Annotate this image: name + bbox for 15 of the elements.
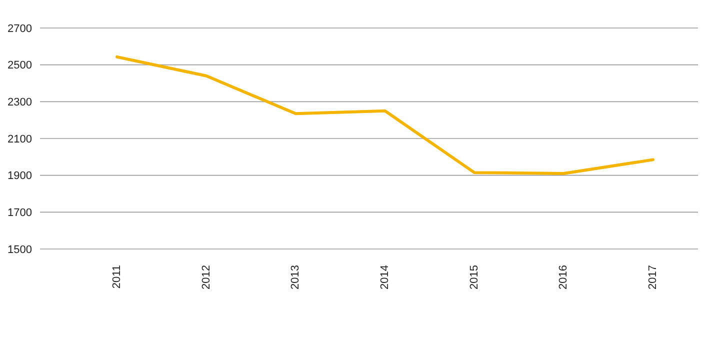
y-tick-label: 1900 (8, 170, 32, 182)
x-tick-label: 2012 (200, 265, 212, 290)
y-tick-label: 2100 (8, 133, 32, 146)
y-tick-label: 2700 (8, 22, 32, 35)
x-tick-label: 2013 (290, 265, 302, 290)
x-tick-label: 2011 (111, 265, 123, 289)
x-tick-label: 2016 (558, 265, 570, 290)
x-tick-label: 2017 (647, 265, 659, 290)
y-tick-label: 1500 (8, 244, 32, 256)
y-tick-label: 2500 (8, 60, 32, 72)
y-tick-label: 2300 (8, 96, 32, 109)
y-tick-label: 1700 (8, 207, 32, 220)
x-tick-label: 2015 (468, 265, 480, 290)
x-tick-label: 2014 (379, 265, 391, 290)
line-series (116, 55, 654, 175)
